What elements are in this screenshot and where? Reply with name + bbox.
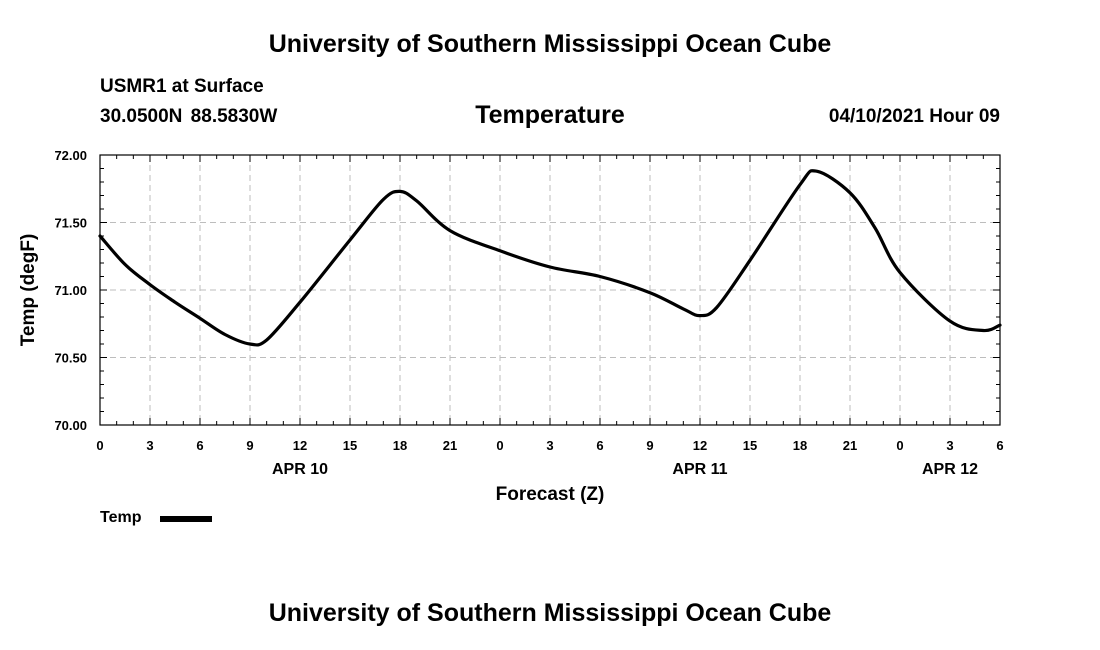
x-tick-label: 15: [743, 438, 757, 453]
x-tick-label: 3: [146, 438, 153, 453]
station-coordinates: 30.0500N 88.5830W: [100, 106, 278, 127]
x-tick-label: 9: [246, 438, 253, 453]
date-label: APR 11: [672, 461, 727, 478]
legend-swatch: [160, 516, 212, 522]
x-tick-label: 9: [646, 438, 653, 453]
y-tick-label: 72.00: [54, 148, 87, 163]
legend-label: Temp: [100, 509, 142, 526]
y-tick-label: 71.50: [54, 216, 87, 231]
x-tick-label: 6: [196, 438, 203, 453]
y-tick-label: 71.00: [54, 283, 87, 298]
x-tick-label: 18: [393, 438, 407, 453]
x-tick-label: 12: [293, 438, 307, 453]
x-tick-label: 0: [496, 438, 503, 453]
forecast-datetime: 04/10/2021 Hour 09: [828, 106, 1000, 127]
x-tick-label: 6: [596, 438, 603, 453]
x-tick-label: 21: [843, 438, 857, 453]
page-title: University of Southern Mississippi Ocean…: [268, 30, 832, 58]
x-tick-label: 0: [896, 438, 903, 453]
x-tick-label: 12: [693, 438, 707, 453]
x-tick-label: 0: [96, 438, 103, 453]
date-label: APR 10: [272, 461, 328, 478]
x-tick-label: 18: [793, 438, 807, 453]
tick-labels: 0 3 6 9 12 15 18 21 0 3 6 9 12 15 18 21 0 3 6 70.00 70.50 71.…: [54, 148, 1003, 478]
station-label: USMR1 at Surface: [100, 76, 264, 97]
series-line-temp: [98, 169, 1002, 347]
footer-title: University of Southern Mississippi Ocean…: [268, 599, 832, 627]
grid-lines: [100, 155, 1000, 425]
y-tick-label: 70.50: [54, 351, 87, 366]
series-layer: [98, 169, 1002, 347]
x-tick-label: 3: [546, 438, 553, 453]
axis-ticks: [99, 154, 1001, 426]
x-axis-label: Forecast (Z): [496, 484, 605, 505]
y-axis-label: Temp (degF): [18, 234, 39, 347]
x-tick-label: 3: [946, 438, 953, 453]
y-tick-label: 70.00: [54, 418, 87, 433]
date-label: APR 12: [922, 461, 978, 478]
chart-title: Temperature: [475, 101, 625, 129]
plot-frame: [99, 154, 1001, 426]
x-tick-label: 6: [996, 438, 1003, 453]
x-tick-label: 15: [343, 438, 357, 453]
x-tick-label: 21: [443, 438, 457, 453]
